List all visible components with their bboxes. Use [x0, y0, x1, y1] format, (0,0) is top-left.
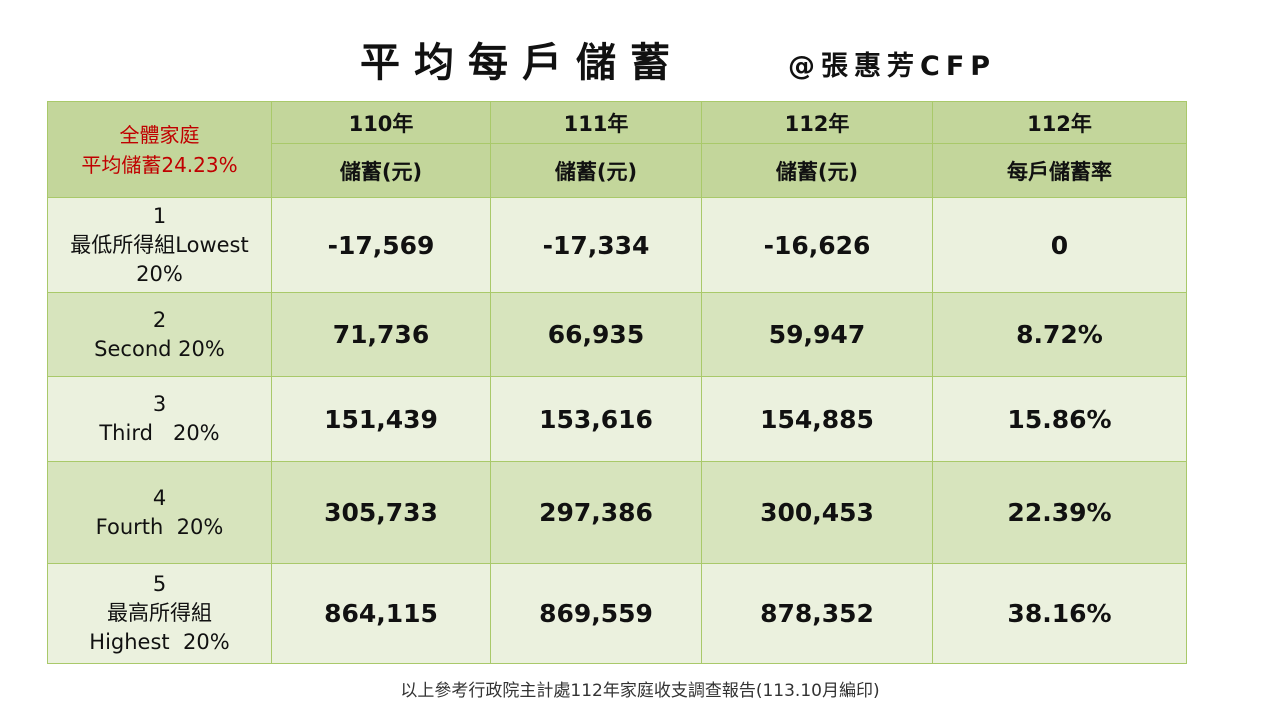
cell: 305,733: [271, 461, 491, 564]
corner-header: 全體家庭 平均儲蓄24.23%: [47, 101, 272, 198]
row-label: 3 Third 20%: [47, 376, 272, 462]
cell: 151,439: [271, 376, 491, 462]
column-label: 儲蓄(元): [701, 143, 933, 198]
row-label: 2 Second 20%: [47, 292, 272, 377]
cell: 869,559: [490, 563, 702, 664]
table-row: 2 Second 20% 71,736 66,935 59,947 8.72%: [47, 292, 1187, 377]
cell: 66,935: [490, 292, 702, 377]
column-year: 112年: [932, 101, 1187, 144]
column-label: 儲蓄(元): [271, 143, 491, 198]
column-year: 110年: [271, 101, 491, 144]
source-footnote: 以上參考行政院主計處112年家庭收支調查報告(113.10月編印): [400, 681, 880, 701]
cell: 300,453: [701, 461, 933, 564]
table-row: 5 最高所得組 Highest 20% 864,115 869,559 878,35…: [47, 563, 1187, 664]
table-row: 3 Third 20% 151,439 153,616 154,885 15.86…: [47, 376, 1187, 462]
cell: 864,115: [271, 563, 491, 664]
cell: -16,626: [701, 197, 933, 293]
corner-line-2: 平均儲蓄24.23%: [81, 152, 238, 177]
column-year: 112年: [701, 101, 933, 144]
table-row: 4 Fourth 20% 305,733 297,386 300,453 22.3…: [47, 461, 1187, 564]
cell: 0: [932, 197, 1187, 293]
cell: 153,616: [490, 376, 702, 462]
cell: 22.39%: [932, 461, 1187, 564]
table-row: 1 最低所得組Lowest 20% -17,569 -17,334 -16,626 …: [47, 197, 1187, 293]
row-label: 1 最低所得組Lowest 20%: [47, 197, 272, 293]
corner-line-1: 全體家庭: [119, 122, 200, 147]
cell: -17,569: [271, 197, 491, 293]
column-label: 儲蓄(元): [490, 143, 702, 198]
cell: 59,947: [701, 292, 933, 377]
page-title: 平均每戶儲蓄: [360, 40, 684, 86]
cell: 15.86%: [932, 376, 1187, 462]
cell: 38.16%: [932, 563, 1187, 664]
row-label: 5 最高所得組 Highest 20%: [47, 563, 272, 664]
row-label: 4 Fourth 20%: [47, 461, 272, 564]
cell: 154,885: [701, 376, 933, 462]
cell: 878,352: [701, 563, 933, 664]
cell: 297,386: [490, 461, 702, 564]
savings-table: 全體家庭 平均儲蓄24.23% 110年 111年 112年 112年 儲蓄(元…: [47, 101, 1187, 664]
column-year: 111年: [490, 101, 702, 144]
column-label: 每戶儲蓄率: [932, 143, 1187, 198]
cell: -17,334: [490, 197, 702, 293]
cell: 71,736: [271, 292, 491, 377]
author-credit: @張惠芳CFP: [788, 51, 997, 82]
cell: 8.72%: [932, 292, 1187, 377]
